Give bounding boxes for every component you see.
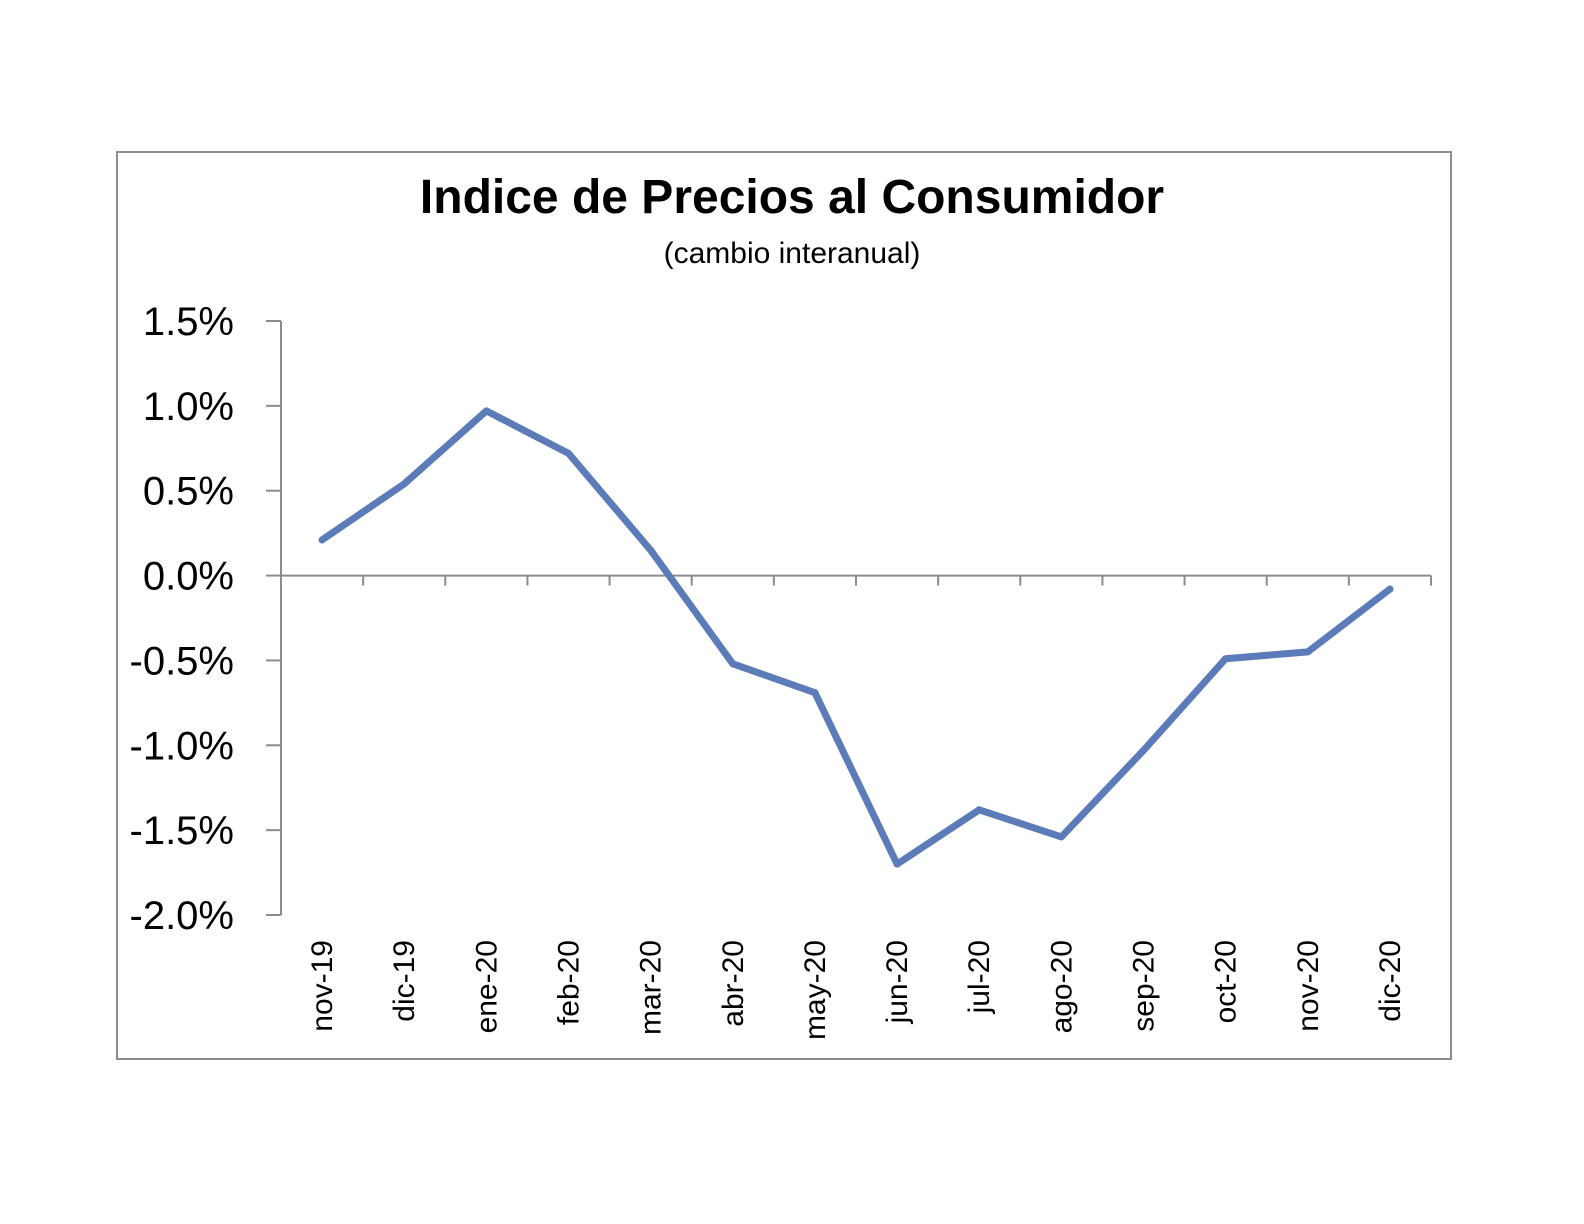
y-tick-label: -1.0%: [130, 724, 235, 768]
y-tick-label: -1.5%: [130, 809, 235, 853]
data-point: [318, 536, 326, 544]
data-point: [1386, 585, 1394, 593]
x-tick-label: ago-20: [1045, 940, 1078, 1033]
x-tick-label: dic-20: [1374, 940, 1407, 1022]
data-point: [565, 449, 572, 457]
x-tick-label: may-20: [799, 940, 832, 1040]
x-tick-label: sep-20: [1128, 940, 1161, 1032]
data-point: [1304, 648, 1312, 656]
chart-frame: [116, 151, 1452, 1060]
data-point: [1222, 655, 1230, 663]
y-tick-label: -0.5%: [130, 639, 235, 683]
x-tick-label: dic-19: [388, 940, 421, 1022]
x-tick-label: nov-19: [306, 940, 339, 1032]
data-point: [400, 480, 408, 488]
x-tick-label: nov-20: [1292, 940, 1325, 1032]
data-point: [1057, 833, 1065, 841]
data-point: [811, 689, 819, 697]
x-axis: nov-19 dic-19 ene-20 feb-20 mar-20 abr-20 may-…: [281, 574, 1432, 1040]
y-tick-label: 1.5%: [143, 300, 234, 344]
y-tick-label: 1.0%: [143, 385, 234, 429]
y-tick-label: -2.0%: [130, 894, 235, 938]
y-tick-label: 0.0%: [143, 555, 234, 599]
x-tick-label: abr-20: [717, 940, 750, 1027]
data-point: [893, 860, 901, 868]
data-point: [1140, 746, 1147, 754]
x-tick-label: ene-20: [470, 940, 503, 1033]
data-point: [647, 546, 655, 554]
x-tick-label: jun-20: [881, 940, 914, 1024]
y-tick-label: 0.5%: [143, 470, 234, 514]
series-group: [318, 407, 1394, 868]
data-point: [482, 407, 490, 415]
data-point: [729, 660, 737, 668]
series-line: [318, 407, 1394, 868]
chart-subtitle: (cambio interanual): [663, 237, 921, 270]
x-tick-label: mar-20: [635, 940, 668, 1035]
chart-title: Indice de Precios al Consumidor: [419, 171, 1165, 224]
x-tick-label: feb-20: [553, 940, 586, 1025]
x-tick-label: oct-20: [1210, 940, 1243, 1023]
data-point: [975, 806, 983, 814]
x-tick-label: jul-20: [963, 940, 996, 1014]
y-axis: 1.5% 1.0% 0.5% 0.0% -0.5% -1.0% -1.5% -2.0%: [130, 300, 282, 938]
